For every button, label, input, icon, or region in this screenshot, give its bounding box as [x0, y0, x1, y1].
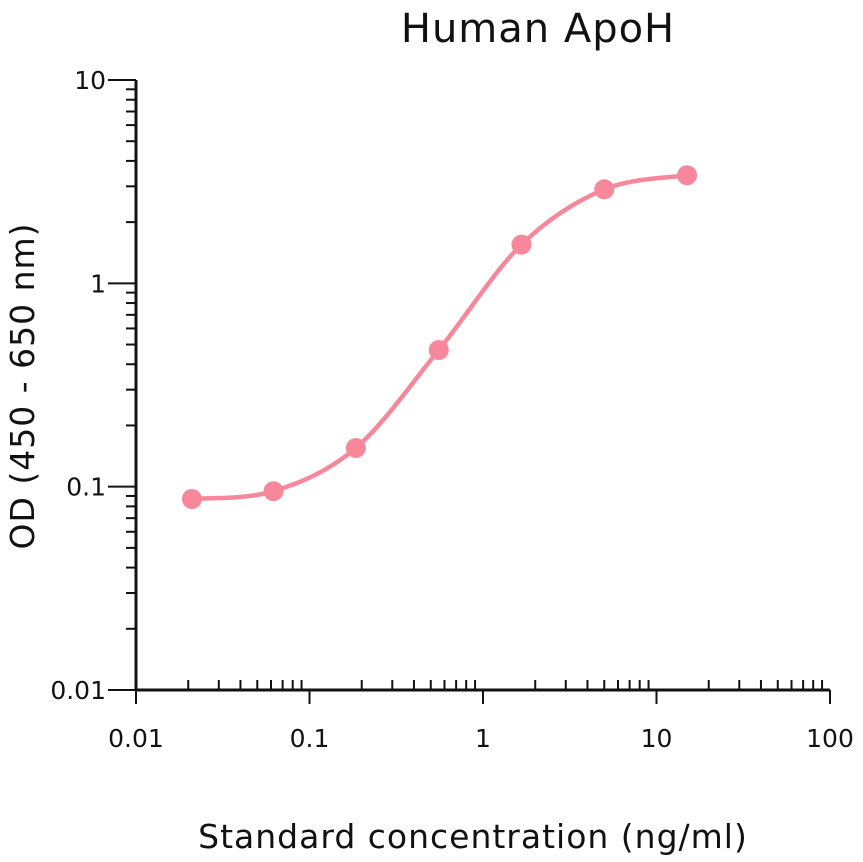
x-tick-label: 100 — [806, 724, 854, 753]
x-tick-label: 1 — [475, 724, 491, 753]
x-tick-label: 0.1 — [290, 724, 330, 753]
y-axis-ticks — [108, 79, 136, 691]
x-tick-label: 0.01 — [108, 724, 164, 753]
y-tick-label: 10 — [74, 66, 106, 95]
data-point — [345, 437, 366, 458]
data-point — [594, 179, 615, 200]
data-point — [677, 165, 698, 186]
x-axis-ticks — [135, 680, 831, 704]
x-tick-label: 10 — [641, 724, 673, 753]
x-axis-title: Standard concentration (ng/ml) — [198, 817, 748, 856]
x-axis-tick-labels: 0.01 0.1 1 10 100 — [108, 724, 854, 753]
data-point — [263, 481, 284, 502]
data-point — [428, 340, 449, 361]
axes — [134, 80, 830, 692]
data-points — [181, 165, 698, 509]
y-tick-label: 0.1 — [66, 473, 106, 502]
y-axis-tick-labels: 10 1 0.1 0.01 — [50, 66, 106, 705]
data-point — [511, 234, 532, 255]
fit-curve — [189, 173, 690, 502]
y-tick-label: 1 — [90, 269, 106, 298]
data-point — [181, 488, 202, 509]
y-tick-label: 0.01 — [50, 676, 106, 705]
chart-title: Human ApoH — [401, 6, 675, 52]
y-axis-title: OD (450 - 650 nm) — [3, 222, 42, 549]
